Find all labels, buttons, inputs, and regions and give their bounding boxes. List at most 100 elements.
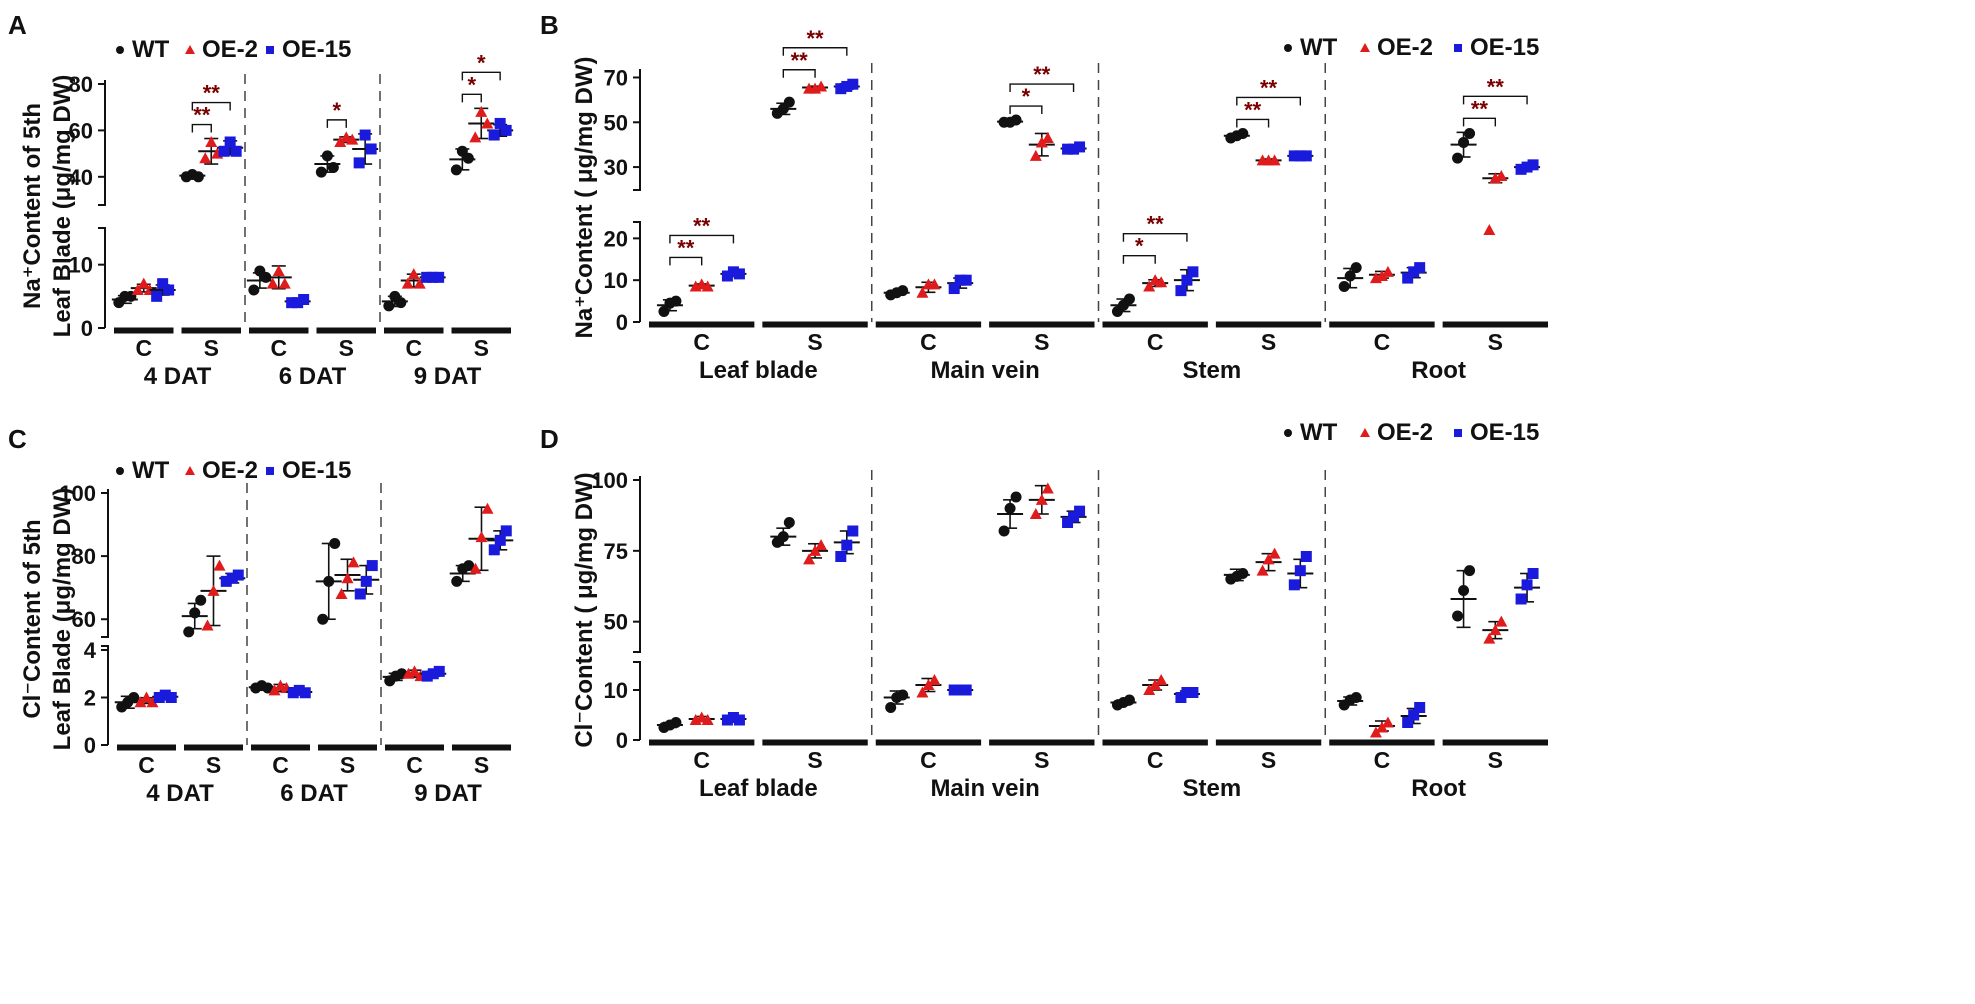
point-wt <box>317 613 329 625</box>
significance-bracket <box>461 71 501 81</box>
point-oe-15 <box>1402 717 1414 728</box>
point-wt <box>1350 262 1362 274</box>
condition-label: C <box>405 335 422 361</box>
group-label: Root <box>1411 357 1466 384</box>
significance-label: * <box>468 72 477 97</box>
significance-label: ** <box>203 81 221 106</box>
significance-bracket <box>1462 117 1497 127</box>
group-label: 9 DAT <box>414 780 482 807</box>
significance-label: ** <box>193 103 211 128</box>
significance-bracket <box>461 93 482 103</box>
point-oe-15 <box>433 665 445 677</box>
point-wt <box>315 166 327 178</box>
point-oe-2 <box>207 584 220 596</box>
y-tick-label: 100 <box>59 481 96 506</box>
point-oe-15 <box>733 714 745 726</box>
group-label: Main vein <box>930 775 1039 802</box>
point-oe-2 <box>201 619 214 631</box>
group-label: Stem <box>1183 775 1242 802</box>
point-oe-2 <box>928 674 941 685</box>
point-wt <box>897 689 909 701</box>
y-tick-label: 80 <box>72 544 96 569</box>
point-oe-2 <box>131 284 144 295</box>
point-oe-2 <box>272 265 285 276</box>
condition-label: S <box>1261 329 1276 355</box>
y-tick-label: 75 <box>604 539 628 564</box>
panel-letter-D: D <box>540 424 559 454</box>
point-wt <box>1464 127 1476 139</box>
point-oe-15 <box>1408 709 1420 721</box>
y-tick-label: 4 <box>84 638 97 663</box>
point-wt <box>192 171 204 183</box>
point-oe-2 <box>413 277 426 289</box>
point-oe-2 <box>334 136 347 147</box>
point-wt <box>327 162 339 174</box>
point-oe-15 <box>1300 150 1312 162</box>
point-oe-15 <box>847 78 859 90</box>
legend-marker-oe-15 <box>1454 44 1462 52</box>
y-tick-label: 70 <box>604 65 628 90</box>
legend-marker-wt <box>1284 44 1292 52</box>
legend-marker-wt <box>116 467 124 475</box>
y-axis-label-2: Leaf Blade (μg/mg DW) <box>49 75 76 338</box>
group-label: 6 DAT <box>279 363 347 390</box>
point-oe-15 <box>1175 692 1187 703</box>
significance-bracket <box>1236 96 1302 106</box>
legend-label: WT <box>1300 34 1338 61</box>
point-oe-15 <box>835 551 847 562</box>
point-oe-15 <box>954 684 966 696</box>
point-oe-2 <box>916 286 929 298</box>
significance-bracket <box>1009 83 1075 93</box>
point-wt <box>1350 692 1362 703</box>
point-wt <box>1464 565 1476 577</box>
significance-bracket <box>1009 105 1043 115</box>
point-oe-15 <box>427 668 439 680</box>
point-oe-2 <box>1268 154 1281 166</box>
y-tick-label: 20 <box>604 226 628 251</box>
y-tick-label: 10 <box>604 678 628 703</box>
y-tick-label: 80 <box>69 72 93 97</box>
point-oe-15 <box>1515 593 1527 605</box>
point-oe-15 <box>1062 517 1074 528</box>
significance-bracket <box>1462 95 1528 105</box>
point-wt <box>463 560 475 572</box>
point-wt <box>329 537 341 549</box>
y-axis-label: Na⁺Content of 5th <box>19 103 46 309</box>
group-label: Stem <box>1183 357 1242 384</box>
point-oe-15 <box>365 143 377 155</box>
point-oe-15 <box>299 687 311 699</box>
point-wt <box>670 295 682 307</box>
panel-letter-A: A <box>8 10 27 40</box>
significance-label: ** <box>791 48 809 73</box>
point-oe-15 <box>1294 565 1306 577</box>
point-oe-2 <box>134 696 147 708</box>
point-oe-15 <box>157 278 169 290</box>
point-oe-2 <box>469 131 482 143</box>
point-oe-2 <box>1381 265 1394 277</box>
point-oe-15 <box>1408 266 1420 278</box>
point-oe-2 <box>815 80 828 92</box>
point-oe-2 <box>407 268 420 280</box>
significance-label: ** <box>1033 62 1051 87</box>
group-label: Leaf blade <box>699 357 818 384</box>
y-tick-label: 50 <box>604 610 628 635</box>
point-oe-2 <box>701 280 714 292</box>
legend-label: OE-2 <box>202 36 258 63</box>
point-wt <box>195 594 207 606</box>
point-oe-15 <box>835 83 847 95</box>
point-oe-15 <box>292 297 304 309</box>
significance-bracket <box>1122 255 1156 264</box>
point-oe-15 <box>421 271 433 283</box>
legend-marker-oe-2 <box>185 45 195 54</box>
point-oe-15 <box>948 283 960 295</box>
significance-label: * <box>477 50 486 75</box>
point-oe-15 <box>954 274 966 286</box>
condition-label: C <box>135 335 152 361</box>
panel-letter-C: C <box>8 424 27 454</box>
point-oe-2 <box>140 691 153 703</box>
point-oe-15 <box>230 145 242 157</box>
point-oe-2 <box>266 277 279 289</box>
point-oe-2 <box>1495 170 1508 182</box>
point-oe-2 <box>213 559 226 571</box>
point-oe-2 <box>922 679 935 690</box>
